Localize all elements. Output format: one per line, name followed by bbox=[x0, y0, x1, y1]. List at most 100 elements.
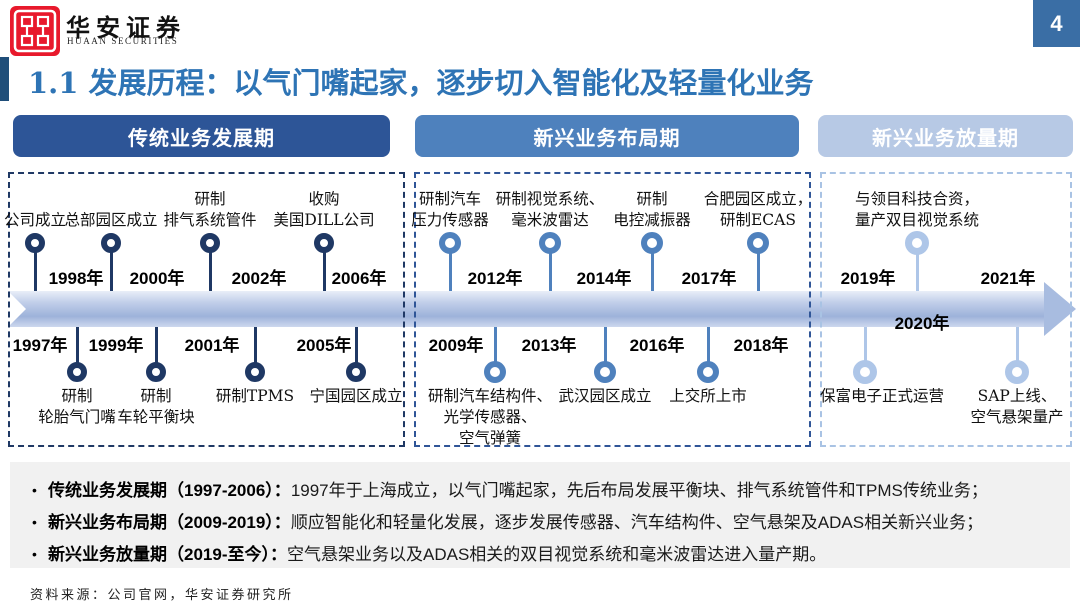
timeline-event-label: 合肥园区成立， 研制ECAS bbox=[703, 190, 813, 229]
timeline-event-label: 总部园区成立 bbox=[64, 211, 158, 229]
timeline-pin-stem bbox=[548, 243, 552, 291]
timeline-year-label: 2014年 bbox=[576, 269, 632, 288]
timeline-year-label: 2000年 bbox=[129, 269, 185, 288]
timeline-pin bbox=[67, 362, 87, 382]
bullet-icon: • bbox=[32, 482, 37, 498]
timeline-year-label: 2016年 bbox=[629, 336, 685, 355]
timeline-year-label: 2021年 bbox=[980, 269, 1036, 288]
timeline-pin-stem bbox=[109, 243, 113, 291]
timeline-pin-stem bbox=[915, 243, 919, 291]
timeline-event-label: 研制TPMS bbox=[215, 387, 295, 405]
timeline-pin bbox=[641, 232, 663, 254]
timeline-pin bbox=[25, 233, 45, 253]
timeline-pin bbox=[439, 232, 461, 254]
timeline-year-label: 2019年 bbox=[840, 269, 896, 288]
timeline-year-label: 2009年 bbox=[428, 336, 484, 355]
page-title: 1.1 发展历程：以气门嘴起家，逐步切入智能化及轻量化业务 bbox=[28, 66, 814, 100]
timeline-year-label: 2005年 bbox=[296, 336, 352, 355]
title-accent-bar bbox=[0, 57, 9, 101]
timeline-pin-stem bbox=[253, 327, 257, 372]
timeline-year-label: 2018年 bbox=[733, 336, 789, 355]
timeline-pin bbox=[853, 360, 877, 384]
timeline-year-label: 2012年 bbox=[467, 269, 523, 288]
timeline-period-header-1: 传统业务发展期 bbox=[13, 115, 390, 157]
summary-bullet-1-text: 1997年于上海成立，以气门嘴起家，先后布局发展平衡块、排气系统管件和TPMS传… bbox=[290, 481, 988, 500]
timeline-year-label: 2013年 bbox=[521, 336, 577, 355]
timeline-event-label: 研制 排气系统管件 bbox=[163, 190, 257, 229]
timeline-pin bbox=[539, 232, 561, 254]
summary-bullet-2-title: 新兴业务布局期（2009-2019）： bbox=[48, 513, 291, 532]
timeline-pin-stem bbox=[33, 243, 37, 291]
timeline-event-label: 上交所上市 bbox=[669, 387, 747, 405]
timeline-pin bbox=[905, 231, 929, 255]
timeline-event-label: 保富电子正式运营 bbox=[819, 387, 945, 405]
summary-bullet-3-title: 新兴业务放量期（2019-至今）： bbox=[48, 545, 287, 564]
summary-bullet-3: • 新兴业务放量期（2019-至今）：空气悬架业务以及ADAS相关的双目视觉系统和… bbox=[32, 540, 1062, 565]
timeline-pin bbox=[245, 362, 265, 382]
timeline-pin-stem bbox=[322, 243, 326, 291]
timeline-year-label: 1999年 bbox=[88, 336, 144, 355]
timeline-pin-stem bbox=[706, 327, 710, 372]
timeline-year-label: 1998年 bbox=[48, 269, 104, 288]
timeline-pin-stem bbox=[603, 327, 607, 372]
timeline-event-label: SAP上线、 空气悬架量产 bbox=[970, 387, 1064, 426]
timeline-year-label: 2020年 bbox=[894, 314, 950, 333]
timeline-year-label: 1997年 bbox=[12, 336, 68, 355]
bullet-icon: • bbox=[32, 514, 37, 530]
timeline-pin-stem bbox=[448, 243, 452, 291]
timeline-event-label: 公司成立 bbox=[3, 211, 67, 229]
huaan-logo-icon bbox=[10, 6, 60, 56]
summary-bullet-3-text: 空气悬架业务以及ADAS相关的双目视觉系统和毫米波雷达进入量产期。 bbox=[286, 545, 827, 564]
timeline-event-label: 与领目科技合资， 量产双目视觉系统 bbox=[854, 190, 980, 229]
timeline-period-header-3: 新兴业务放量期 bbox=[818, 115, 1073, 157]
timeline-pin bbox=[747, 232, 769, 254]
timeline-pin bbox=[697, 361, 719, 383]
timeline-year-label: 2006年 bbox=[331, 269, 387, 288]
timeline-event-label: 研制汽车结构件、 光学传感器、 空气弹簧 bbox=[427, 387, 553, 447]
timeline-pin-stem bbox=[1015, 327, 1019, 372]
brand-name-cn: 华安证券 bbox=[66, 13, 186, 42]
timeline-period-header-2: 新兴业务布局期 bbox=[415, 115, 799, 157]
timeline-event-label: 研制 车轮平衡块 bbox=[117, 387, 195, 426]
timeline-event-label: 研制 轮胎气门嘴 bbox=[38, 387, 116, 426]
timeline-year-label: 2017年 bbox=[681, 269, 737, 288]
timeline-pin-stem bbox=[208, 243, 212, 291]
timeline-event-label: 武汉园区成立 bbox=[558, 387, 652, 405]
timeline-pin-stem bbox=[863, 327, 867, 372]
timeline-pin bbox=[101, 233, 121, 253]
timeline-pin bbox=[594, 361, 616, 383]
timeline-event-label: 收购 美国DILL公司 bbox=[273, 190, 375, 229]
timeline-year-label: 2002年 bbox=[231, 269, 287, 288]
summary-bullet-1: • 传统业务发展期（1997-2006）：1997年于上海成立，以气门嘴起家，先后… bbox=[32, 476, 1062, 501]
source-note: 资料来源：公司官网，华安证券研究所 bbox=[30, 588, 294, 603]
timeline-pin-stem bbox=[650, 243, 654, 291]
timeline-pin bbox=[484, 361, 506, 383]
timeline-pin-stem bbox=[354, 327, 358, 372]
summary-bullet-2: • 新兴业务布局期（2009-2019）：顺应智能化和轻量化发展，逐步发展传感器、… bbox=[32, 508, 1062, 533]
timeline-pin bbox=[346, 362, 366, 382]
timeline-event-label: 研制汽车 压力传感器 bbox=[411, 190, 489, 229]
timeline-arrow-tail-notch bbox=[8, 291, 26, 327]
timeline-arrow-band bbox=[8, 291, 1046, 327]
timeline-section-box-2 bbox=[414, 172, 811, 447]
summary-bullet-1-title: 传统业务发展期（1997-2006）： bbox=[48, 481, 291, 500]
timeline-pin-stem bbox=[154, 327, 158, 372]
summary-bullet-2-text: 顺应智能化和轻量化发展，逐步发展传感器、汽车结构件、空气悬架及ADAS相关新兴业… bbox=[290, 513, 984, 532]
summary-box: • 传统业务发展期（1997-2006）：1997年于上海成立，以气门嘴起家，先后… bbox=[10, 462, 1070, 568]
page-number-badge: 4 bbox=[1033, 0, 1080, 47]
timeline-section-box-3 bbox=[820, 172, 1072, 447]
timeline-pin bbox=[1005, 360, 1029, 384]
brand-name-en: HUAAN SECURITIES bbox=[67, 36, 179, 46]
timeline-event-label: 研制 电控减振器 bbox=[613, 190, 691, 229]
timeline-pin-stem bbox=[756, 243, 760, 291]
timeline-pin bbox=[200, 233, 220, 253]
timeline-event-label: 研制视觉系统、 毫米波雷达 bbox=[495, 190, 605, 229]
timeline-section-box-1 bbox=[8, 172, 405, 447]
timeline-event-label: 宁国园区成立 bbox=[309, 387, 403, 405]
timeline-pin bbox=[314, 233, 334, 253]
timeline-pin bbox=[146, 362, 166, 382]
timeline-year-label: 2001年 bbox=[184, 336, 240, 355]
timeline-pin-stem bbox=[493, 327, 497, 372]
timeline-pin-stem bbox=[75, 327, 79, 372]
